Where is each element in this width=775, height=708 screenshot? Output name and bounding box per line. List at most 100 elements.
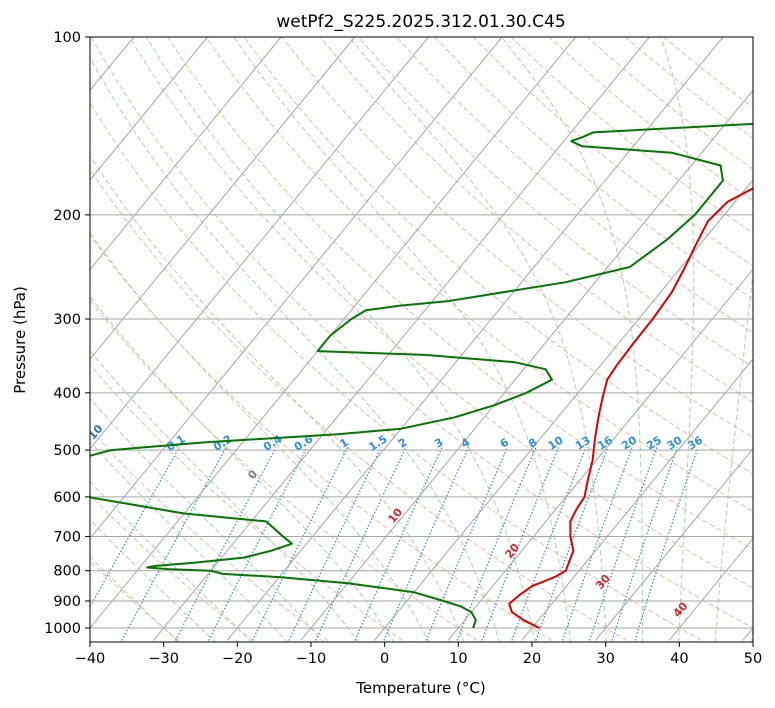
mixing-ratio-line	[561, 447, 633, 641]
x-tick-label: 30	[596, 651, 614, 667]
dry-adiabat	[90, 37, 753, 629]
moist-adiabat	[90, 232, 430, 642]
isotherm-line	[594, 447, 753, 641]
moist-adiabat-label: 20	[502, 541, 522, 561]
mixing-ratio-label: 3	[432, 436, 445, 451]
moist-adiabat	[146, 37, 536, 642]
x-tick-label: 10	[449, 651, 467, 667]
mixing-ratio-line	[456, 447, 537, 641]
mixing-ratio-line	[634, 447, 699, 641]
mixing-ratio-line	[425, 447, 508, 641]
isotherm-line	[447, 268, 753, 641]
dry-adiabat	[205, 37, 753, 512]
isotherm-line	[152, 37, 650, 641]
dewpoint-profile	[90, 122, 753, 629]
dry-adiabat	[510, 37, 753, 234]
isotherm-line	[300, 89, 753, 641]
x-tick-label: 0	[380, 651, 389, 667]
moist-adiabat	[714, 269, 753, 642]
isotherm-line	[90, 37, 503, 540]
isotherm-line	[90, 37, 429, 450]
y-tick-label: 600	[53, 490, 81, 506]
mixing-ratio-line	[288, 447, 382, 641]
dry-adiabat	[281, 37, 753, 439]
dry-adiabat	[90, 101, 702, 641]
y-tick-label: 200	[53, 208, 81, 224]
isotherm-line	[521, 358, 753, 641]
moist-adiabat-label: 0	[245, 468, 260, 482]
mixing-ratio-label: 1.5	[366, 432, 389, 453]
mixing-ratio-line	[90, 447, 180, 609]
mixing-ratio-line	[121, 447, 227, 641]
dry-adiabat	[90, 428, 329, 641]
isotherm-line	[90, 37, 208, 181]
y-tick-label: 800	[53, 564, 81, 580]
x-axis-label: Temperature (°C)	[355, 679, 485, 697]
chart-title: wetPf2_S225.2025.312.01.30.C45	[276, 12, 565, 32]
mixing-ratio-line	[481, 447, 560, 641]
axes: −40 −30 −20 −10 0 10 20 30 40 5010020030040050060…	[44, 30, 762, 667]
dry-adiabat	[129, 37, 753, 589]
dry-adiabat	[90, 560, 179, 641]
dry-adiabat	[434, 37, 753, 300]
mixing-ratio-line	[208, 447, 308, 641]
moist-adiabat	[90, 56, 501, 642]
mixing-ratio-line	[174, 447, 277, 641]
plot-frame	[89, 36, 754, 643]
dry-adiabat	[90, 364, 403, 641]
profile-lines	[90, 122, 753, 629]
x-tick-label: −30	[148, 651, 179, 667]
mixing-ratio-line	[354, 447, 443, 641]
isotherm-line	[742, 627, 753, 641]
dry-adiabat-label: -10	[83, 422, 106, 446]
dry-adiabat	[90, 234, 553, 641]
y-tick-label: 500	[53, 443, 81, 459]
moist-adiabat	[90, 295, 395, 642]
mixing-ratio-line	[383, 447, 470, 641]
mixing-ratio-label: 4	[459, 435, 473, 450]
moist-adiabat-label: 40	[671, 599, 691, 619]
x-tick-label: −40	[75, 651, 106, 667]
mixing-ratio-label: 6	[498, 435, 512, 450]
moist-adiabat-label: 30	[593, 572, 613, 592]
y-axis-label: Pressure (hPa)	[11, 286, 29, 394]
dry-adiabat	[396, 37, 753, 334]
mixing-ratio-line	[535, 447, 609, 641]
y-tick-label: 700	[53, 529, 81, 545]
background-lines	[0, 37, 753, 642]
y-tick-label: 300	[53, 312, 81, 328]
mixing-ratio-line	[315, 447, 407, 641]
x-tick-label: −20	[222, 651, 253, 667]
y-tick-label: 400	[53, 386, 81, 402]
mixing-ratio-line	[588, 447, 658, 641]
x-tick-label: −10	[296, 651, 327, 667]
moist-adiabat	[90, 440, 289, 642]
x-tick-label: 20	[523, 651, 541, 667]
dry-adiabat	[548, 37, 753, 202]
isotherm-line	[0, 37, 60, 641]
isotherm-line	[226, 37, 724, 641]
dry-adiabat	[90, 494, 254, 641]
mixing-ratio-line	[611, 447, 678, 641]
y-tick-label: 100	[53, 30, 81, 46]
mixing-ratio-label: 0.2	[211, 432, 234, 453]
moist-adiabat	[90, 155, 465, 642]
isotherm-line	[668, 537, 753, 641]
temperature-profile	[508, 187, 753, 629]
moist-adiabat	[90, 519, 216, 642]
moist-adiabat	[90, 397, 324, 642]
x-tick-label: 50	[744, 651, 762, 667]
moist-adiabat	[349, 37, 608, 642]
isotherm-line	[90, 37, 282, 271]
mixing-ratio-line	[251, 447, 348, 641]
mixing-ratio-label: 8	[526, 436, 539, 451]
y-tick-label: 900	[53, 594, 81, 610]
moist-adiabat	[90, 349, 360, 642]
x-tick-label: 40	[670, 651, 688, 667]
moist-adiabat-label: 10	[385, 505, 405, 525]
y-tick-label: 1000	[44, 621, 81, 637]
dry-adiabat	[358, 37, 753, 368]
dry-adiabat	[90, 299, 478, 641]
dry-adiabat	[90, 168, 627, 641]
